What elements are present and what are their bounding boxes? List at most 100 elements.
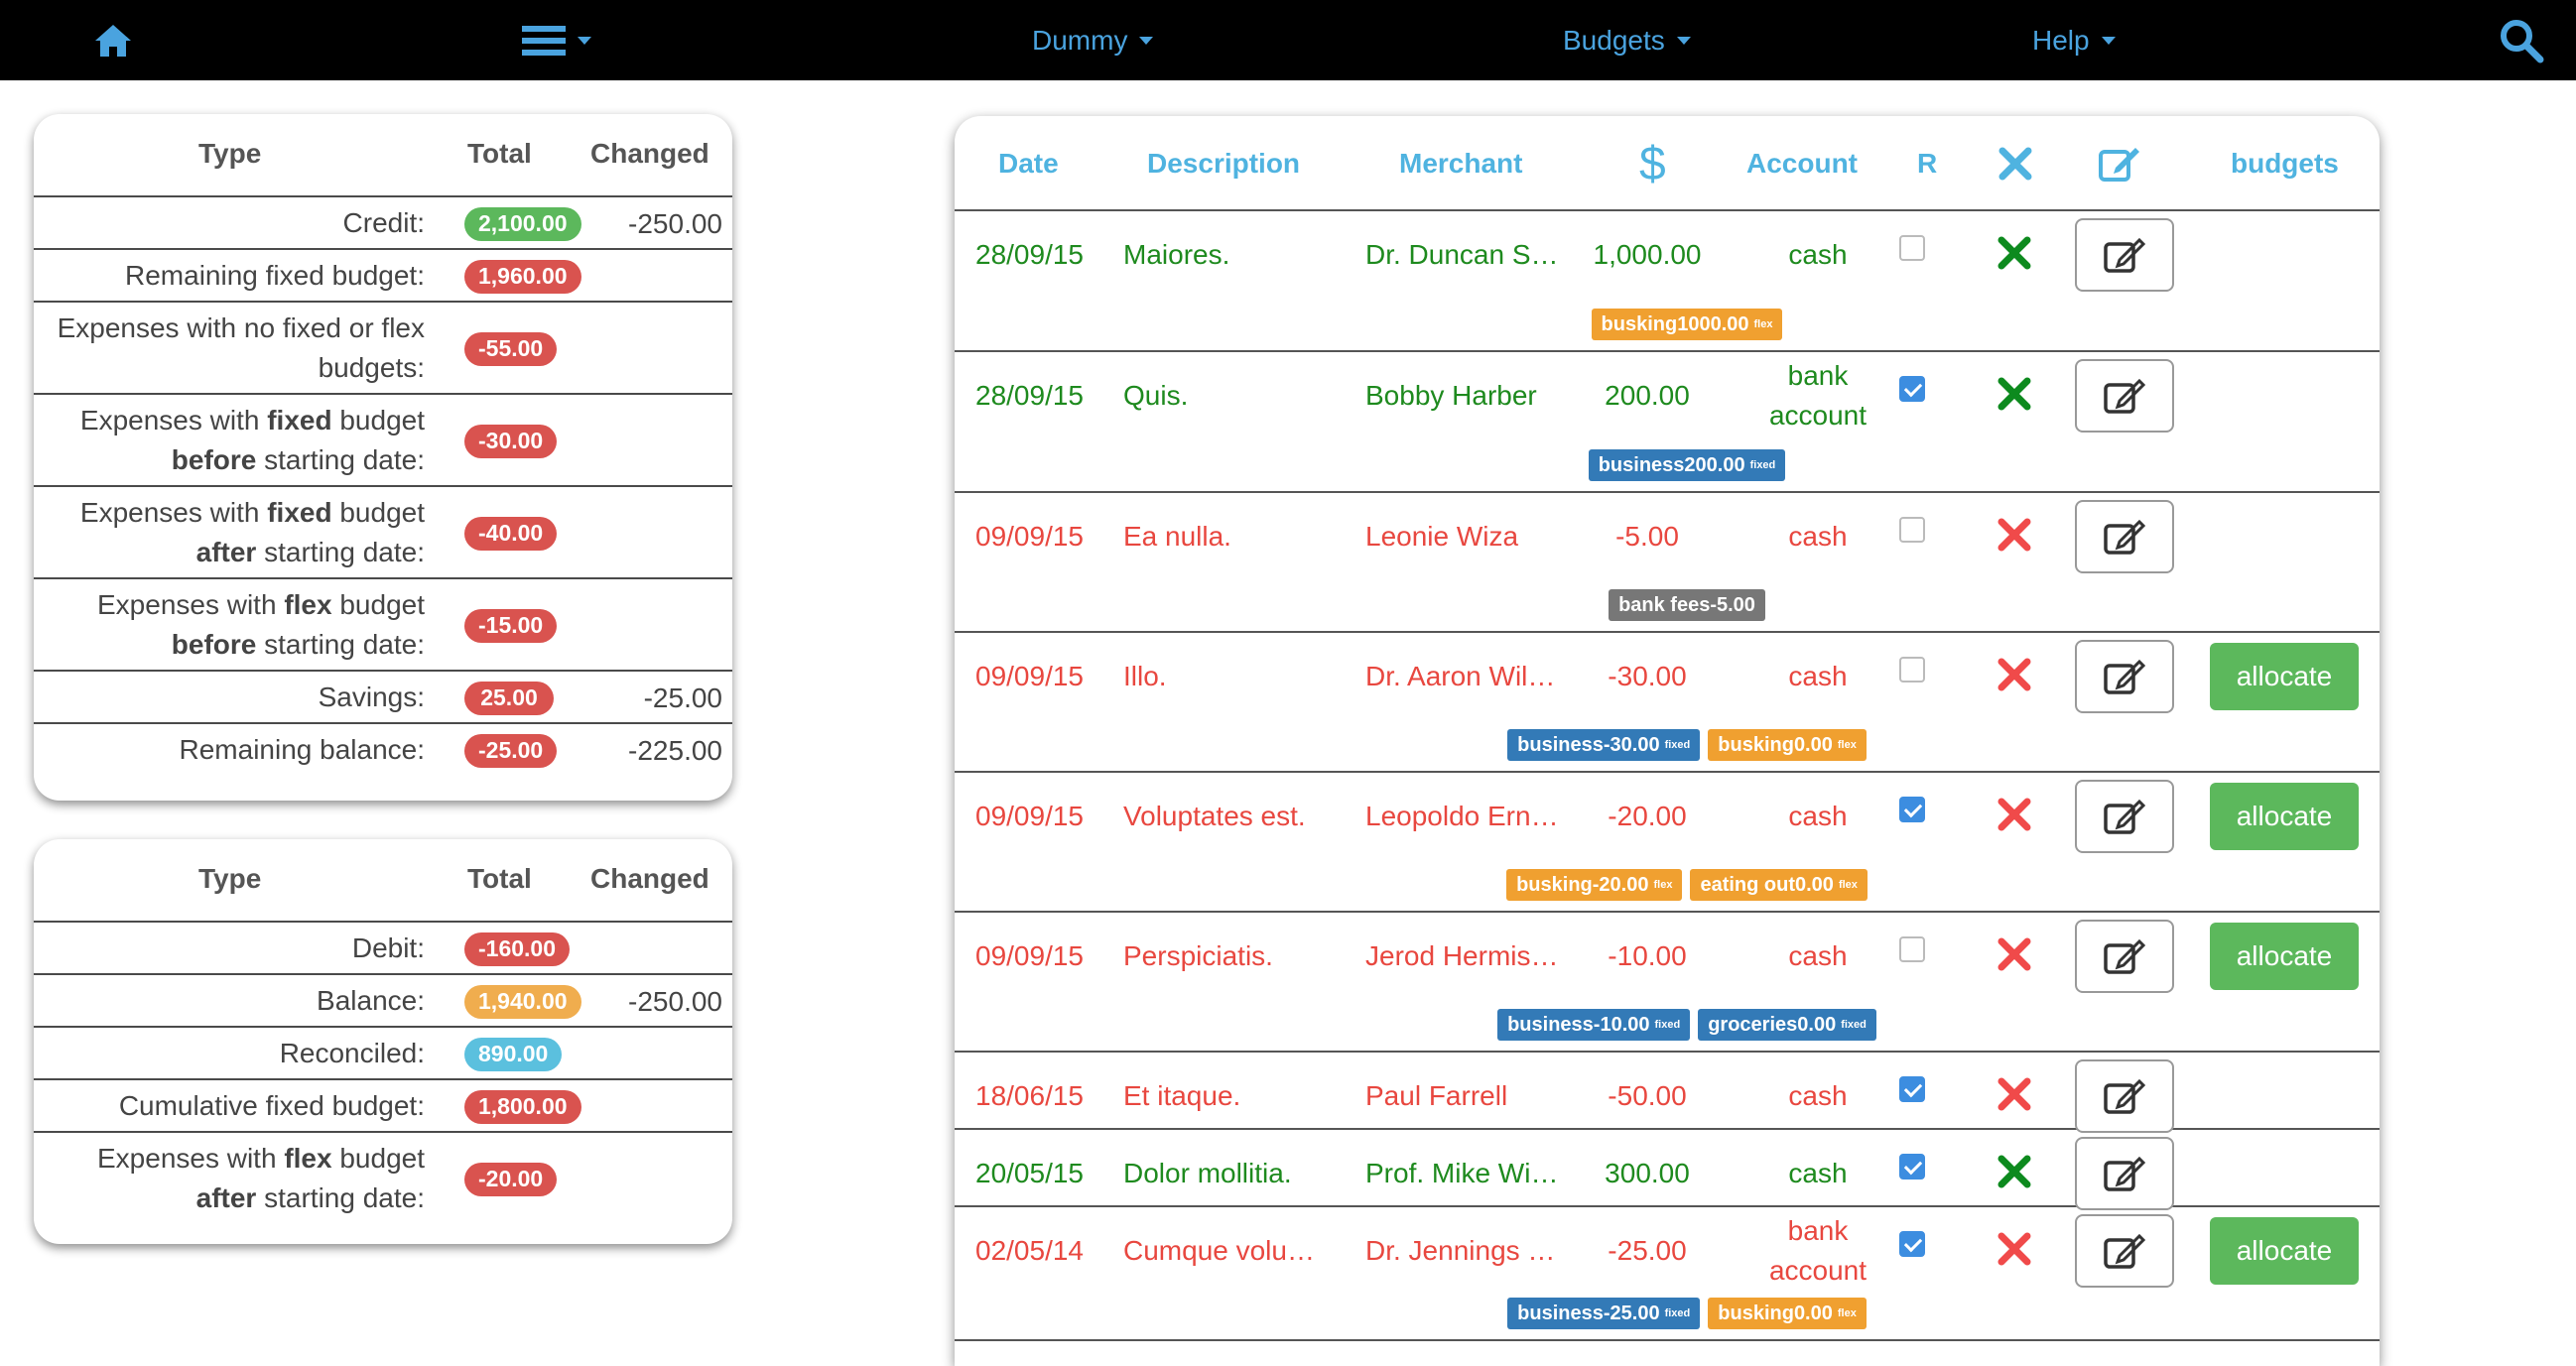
delete-icon[interactable] xyxy=(1996,1154,2032,1196)
transaction-amount[interactable]: -25.00 xyxy=(1608,1235,1687,1266)
column-reconciled[interactable]: R xyxy=(1917,148,1938,179)
home-icon[interactable] xyxy=(93,0,133,80)
transaction-merchant[interactable]: Bobby Harber xyxy=(1365,380,1537,411)
transaction-account[interactable]: bank account xyxy=(1768,360,1868,431)
allocate-button[interactable]: allocate xyxy=(2210,643,2359,710)
transaction-amount[interactable]: -20.00 xyxy=(1608,801,1687,831)
transaction-description[interactable]: Et itaque. xyxy=(1123,1080,1241,1111)
transaction-date[interactable]: 09/09/15 xyxy=(975,801,1084,831)
nav-dummy-menu[interactable]: Dummy xyxy=(1032,0,1154,80)
budget-tag[interactable]: busking 0.00 flex xyxy=(1708,729,1867,761)
transaction-amount[interactable]: 300.00 xyxy=(1605,1158,1690,1188)
edit-button[interactable] xyxy=(2075,780,2174,853)
column-date[interactable]: Date xyxy=(998,148,1059,179)
column-amount[interactable]: $ xyxy=(1639,137,1666,190)
transaction-description[interactable]: Illo. xyxy=(1123,661,1167,691)
transaction-account[interactable]: cash xyxy=(1788,1158,1848,1188)
budget-tag[interactable]: busking 0.00 flex xyxy=(1708,1298,1867,1329)
edit-button[interactable] xyxy=(2075,218,2174,292)
reconciled-checkbox[interactable] xyxy=(1899,1231,1925,1257)
transaction-amount[interactable]: 200.00 xyxy=(1605,380,1690,411)
transaction-merchant[interactable]: Dr. Duncan S… xyxy=(1365,239,1559,270)
delete-icon[interactable] xyxy=(1996,657,2032,699)
transaction-amount[interactable]: -10.00 xyxy=(1608,940,1687,971)
delete-icon[interactable] xyxy=(1996,1231,2032,1274)
bars-icon[interactable] xyxy=(522,0,591,80)
delete-icon[interactable] xyxy=(1996,936,2032,979)
transaction-merchant[interactable]: Jerod Hermis… xyxy=(1365,940,1559,971)
transaction-description[interactable]: Perspiciatis. xyxy=(1123,940,1273,971)
transaction-account[interactable]: cash xyxy=(1788,940,1848,971)
budget-tag[interactable]: business 200.00 fixed xyxy=(1588,449,1786,481)
transaction-amount[interactable]: -5.00 xyxy=(1615,521,1679,552)
transaction-merchant[interactable]: Leonie Wiza xyxy=(1365,521,1519,552)
transaction-merchant[interactable]: Leopoldo Ern… xyxy=(1365,801,1559,831)
nav-help-menu[interactable]: Help xyxy=(2032,0,2116,80)
transaction-account[interactable]: cash xyxy=(1788,239,1848,270)
transaction-date[interactable]: 09/09/15 xyxy=(975,521,1084,552)
allocate-button[interactable]: allocate xyxy=(2210,1217,2359,1285)
column-description[interactable]: Description xyxy=(1147,148,1301,179)
transaction-merchant[interactable]: Dr. Aaron Wil… xyxy=(1365,661,1556,691)
transaction-date[interactable]: 02/05/14 xyxy=(975,1235,1084,1266)
budget-tag[interactable]: groceries 0.00 fixed xyxy=(1698,1009,1876,1041)
reconciled-checkbox[interactable] xyxy=(1899,657,1925,683)
reconciled-checkbox[interactable] xyxy=(1899,936,1925,962)
transaction-account[interactable]: cash xyxy=(1788,1080,1848,1111)
edit-button[interactable] xyxy=(2075,500,2174,573)
reconciled-checkbox[interactable] xyxy=(1899,1154,1925,1180)
column-account[interactable]: Account xyxy=(1746,148,1858,179)
delete-icon[interactable] xyxy=(1996,235,2032,278)
transaction-date[interactable]: 18/06/15 xyxy=(975,1080,1084,1111)
transaction-description[interactable]: Maiores. xyxy=(1123,239,1230,270)
budget-tag[interactable]: busking -20.00 flex xyxy=(1506,869,1683,901)
table-row: 02/05/14 Cumque volu… Dr. Jennings … -25.00… xyxy=(955,1207,2380,1341)
delete-icon[interactable] xyxy=(1996,1076,2032,1119)
transaction-merchant[interactable]: Dr. Jennings … xyxy=(1365,1235,1556,1266)
delete-icon[interactable] xyxy=(1996,797,2032,839)
transaction-merchant[interactable]: Prof. Mike Wil… xyxy=(1365,1158,1564,1188)
transaction-date[interactable]: 28/09/15 xyxy=(975,239,1084,270)
reconciled-checkbox[interactable] xyxy=(1899,376,1925,402)
transaction-date[interactable]: 09/09/15 xyxy=(975,940,1084,971)
transaction-account[interactable]: bank account xyxy=(1768,1215,1868,1286)
edit-button[interactable] xyxy=(2075,359,2174,433)
edit-button[interactable] xyxy=(2075,920,2174,993)
transaction-date[interactable]: 20/05/15 xyxy=(975,1158,1084,1188)
transaction-merchant[interactable]: Paul Farrell xyxy=(1365,1080,1508,1111)
edit-button[interactable] xyxy=(2075,1137,2174,1210)
delete-icon[interactable] xyxy=(1996,376,2032,419)
budget-tag[interactable]: eating out 0.00 flex xyxy=(1690,869,1868,901)
transaction-account[interactable]: cash xyxy=(1788,801,1848,831)
transaction-date[interactable]: 28/09/15 xyxy=(975,380,1084,411)
reconciled-checkbox[interactable] xyxy=(1899,1076,1925,1102)
budget-tag[interactable]: busking 1000.00 flex xyxy=(1591,309,1783,340)
transaction-description[interactable]: Dolor mollitia. xyxy=(1123,1158,1292,1188)
transaction-account[interactable]: cash xyxy=(1788,521,1848,552)
transaction-account[interactable]: cash xyxy=(1788,661,1848,691)
reconciled-checkbox[interactable] xyxy=(1899,235,1925,261)
budget-tag[interactable]: business -25.00 fixed xyxy=(1507,1298,1701,1329)
allocate-button[interactable]: allocate xyxy=(2210,783,2359,850)
nav-budgets-menu[interactable]: Budgets xyxy=(1563,0,1691,80)
transaction-amount[interactable]: -50.00 xyxy=(1608,1080,1687,1111)
reconciled-checkbox[interactable] xyxy=(1899,517,1925,543)
transaction-description[interactable]: Voluptates est. xyxy=(1123,801,1306,831)
column-merchant[interactable]: Merchant xyxy=(1399,148,1523,179)
edit-button[interactable] xyxy=(2075,640,2174,713)
transaction-description[interactable]: Cumque volu… xyxy=(1123,1235,1315,1266)
budget-tag[interactable]: business -30.00 fixed xyxy=(1507,729,1701,761)
delete-icon[interactable] xyxy=(1996,517,2032,559)
transaction-description[interactable]: Ea nulla. xyxy=(1123,521,1231,552)
search-icon[interactable] xyxy=(2499,0,2544,80)
transaction-amount[interactable]: 1,000.00 xyxy=(1593,239,1702,270)
transaction-date[interactable]: 09/09/15 xyxy=(975,661,1084,691)
budget-tag[interactable]: bank fees -5.00 xyxy=(1609,589,1765,621)
reconciled-checkbox[interactable] xyxy=(1899,797,1925,822)
budget-tag[interactable]: business -10.00 fixed xyxy=(1497,1009,1691,1041)
allocate-button[interactable]: allocate xyxy=(2210,923,2359,990)
edit-button[interactable] xyxy=(2075,1059,2174,1133)
transaction-description[interactable]: Quis. xyxy=(1123,380,1189,411)
transaction-amount[interactable]: -30.00 xyxy=(1608,661,1687,691)
edit-button[interactable] xyxy=(2075,1214,2174,1288)
